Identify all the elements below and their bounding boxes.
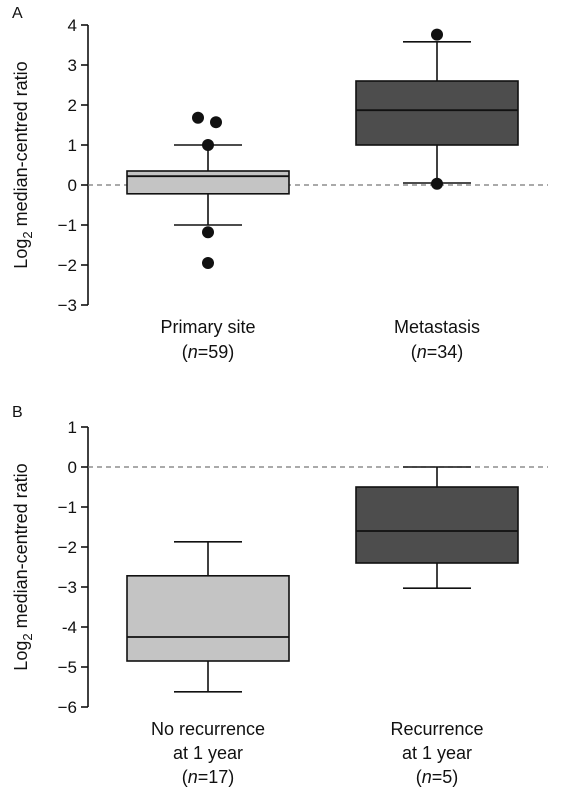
y-tick-label: −5 <box>58 658 77 677</box>
y-tick-label: −3 <box>58 578 77 597</box>
box-iqr <box>126 170 290 195</box>
y-tick-label: −1 <box>58 216 77 235</box>
category-label: Primary site <box>160 317 255 337</box>
y-tick-label: -4 <box>62 618 77 637</box>
y-tick-label: 1 <box>68 136 77 155</box>
y-tick-label: 2 <box>68 96 77 115</box>
sample-size-label: (n=17) <box>182 767 235 787</box>
box-2: Recurrence at 1 year (n=5) <box>355 466 519 787</box>
outlier-point <box>431 177 443 190</box>
sample-size-label: (n=34) <box>411 342 464 362</box>
box-iqr <box>355 80 519 146</box>
panel-letter: A <box>12 5 23 22</box>
category-label: Metastasis <box>394 317 480 337</box>
y-tick-label: 3 <box>68 56 77 75</box>
y-tick-label: 4 <box>68 16 77 35</box>
category-label: No recurrence <box>151 719 265 739</box>
outlier-point <box>202 257 214 269</box>
outlier-point <box>202 139 214 151</box>
panel-letter: B <box>12 404 23 421</box>
category-label-line2: at 1 year <box>402 743 472 763</box>
panel-a: A −3 −2 −1 0 1 2 3 4 Log2 median-centred ratio Pri… <box>11 5 548 362</box>
box-1: Primary site (n=59) <box>126 111 290 362</box>
outlier-point <box>202 226 214 239</box>
outlier-point <box>431 28 443 41</box>
category-label-line2: at 1 year <box>173 743 243 763</box>
y-axis-title: Log2 median-centred ratio <box>11 463 35 670</box>
y-tick-label: 0 <box>68 458 77 477</box>
sample-size-label: (n=5) <box>416 767 459 787</box>
y-tick-label: −1 <box>58 498 77 517</box>
panel-b: B −6 −5 -4 −3 −2 −1 0 1 Log2 median-centred ratio… <box>11 404 548 787</box>
category-label: Recurrence <box>390 719 483 739</box>
box-1: No recurrence at 1 year (n=17) <box>126 540 290 787</box>
y-tick-label: 1 <box>68 418 77 437</box>
sample-size-label: (n=59) <box>182 342 235 362</box>
y-tick-label: −2 <box>58 538 77 557</box>
box-iqr <box>126 574 290 662</box>
y-tick-label: −6 <box>58 698 77 717</box>
y-axis-title: Log2 median-centred ratio <box>11 61 35 268</box>
outlier-point <box>192 111 204 124</box>
y-tick-label: −2 <box>58 256 77 275</box>
box-2: Metastasis (n=34) <box>355 28 519 362</box>
outlier-point <box>210 116 222 129</box>
y-tick-label: −3 <box>58 296 77 315</box>
y-tick-label: 0 <box>68 176 77 195</box>
box-iqr <box>355 486 519 564</box>
